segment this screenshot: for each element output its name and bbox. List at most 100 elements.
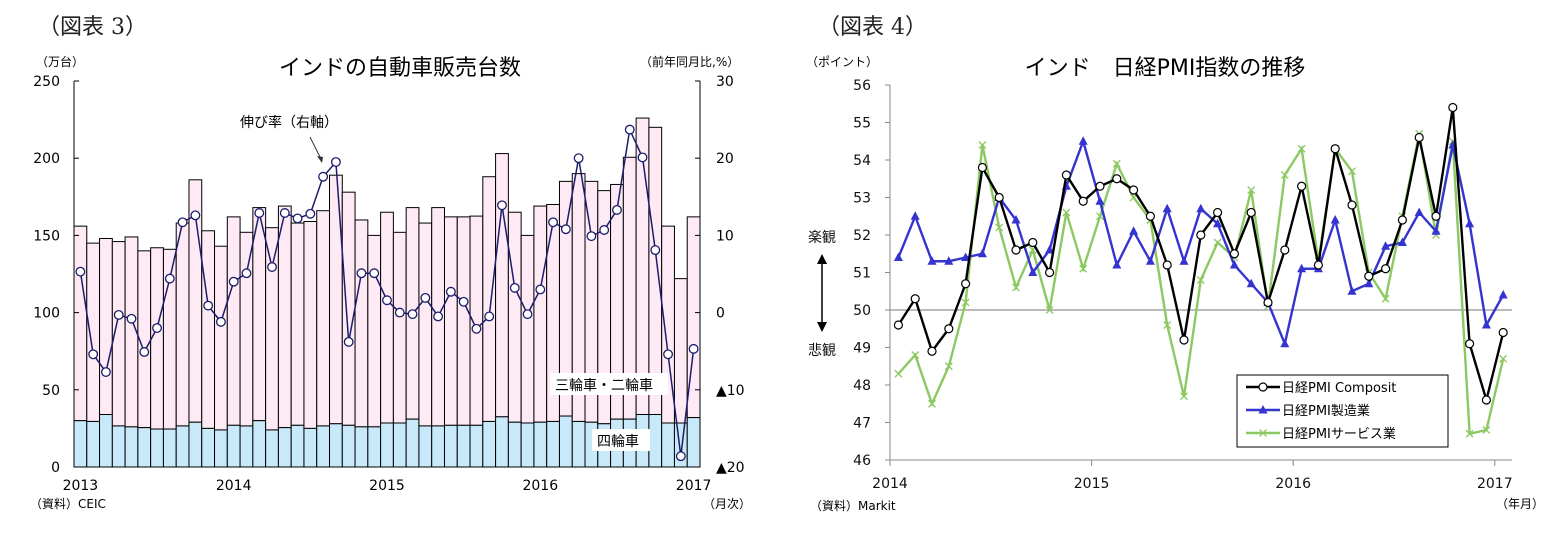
- arrow-head-icon: [317, 156, 323, 163]
- point-circle: [1011, 245, 1021, 255]
- growth-point: [164, 273, 175, 284]
- growth-line: [75, 124, 699, 462]
- legend-label: 日経PMI製造業: [1282, 403, 1370, 419]
- point-circle: [960, 279, 971, 289]
- legend: 日経PMI Composit 日経PMI製造業 日経PMIサービス業: [1236, 374, 1449, 448]
- bar-four-wheeler: [533, 421, 548, 468]
- point-triangle: [910, 211, 920, 220]
- point-circle: [1028, 237, 1038, 248]
- bar-four-wheeler: [214, 429, 228, 468]
- bar-two-three-wheeler: [673, 278, 688, 424]
- point-x: [1163, 321, 1172, 329]
- point-circle: [1229, 249, 1240, 259]
- point-triangle: [1414, 207, 1424, 216]
- point-x: [1045, 306, 1054, 314]
- growth-point: [624, 124, 635, 135]
- point-circle: [1296, 181, 1307, 191]
- point-circle: [977, 162, 988, 173]
- growth-point: [318, 171, 329, 182]
- tick-label: 49: [853, 341, 871, 357]
- bar-four-wheeler: [252, 420, 267, 468]
- point-triangle: [1498, 290, 1508, 299]
- bar-four-wheeler: [661, 422, 675, 468]
- point-circle: [1347, 200, 1357, 210]
- bar-four-wheeler: [686, 417, 701, 468]
- bar-four-wheeler: [226, 424, 241, 468]
- chart-title: インドの自動車販売台数: [279, 56, 521, 81]
- bar-two-three-wheeler: [150, 247, 164, 430]
- tick-label: 2014: [872, 476, 908, 492]
- point-triangle: [1347, 286, 1357, 295]
- right-axis-unit: （前年同月比,%）: [640, 54, 739, 69]
- bar-two-three-wheeler: [303, 221, 318, 429]
- tick-label: 50: [42, 383, 60, 399]
- growth-point: [75, 266, 86, 277]
- y-axis-unit: （ポイント）: [806, 55, 878, 69]
- point-circle: [1078, 196, 1088, 206]
- point-triangle: [944, 256, 954, 265]
- bar-four-wheeler: [354, 426, 369, 468]
- growth-point: [330, 157, 341, 168]
- chart-title: インド 日経PMI指数の推移: [1025, 56, 1306, 81]
- bar-four-wheeler: [137, 427, 152, 468]
- tick-label: 200: [33, 151, 60, 167]
- bar-four-wheeler: [648, 414, 663, 468]
- bar-four-wheeler: [150, 428, 164, 468]
- growth-point: [152, 323, 162, 333]
- series-lines: [893, 102, 1508, 438]
- point-circle: [1448, 102, 1458, 113]
- bar-four-wheeler: [546, 420, 560, 468]
- point-circle: [1061, 170, 1072, 180]
- growth-point: [675, 451, 686, 462]
- point-circle: [927, 346, 937, 356]
- point-x: [1112, 159, 1121, 168]
- bar-four-wheeler: [124, 426, 139, 468]
- bar-four-wheeler: [277, 427, 292, 468]
- growth-series-label: 伸び率（右軸）: [240, 114, 338, 131]
- point-circle: [1258, 382, 1268, 392]
- growth-point: [535, 284, 546, 295]
- growth-point: [292, 213, 303, 224]
- growth-point: [177, 217, 188, 228]
- growth-point: [139, 347, 150, 357]
- point-triangle: [1078, 136, 1088, 145]
- bar-two-three-wheeler: [341, 191, 356, 426]
- point-circle: [910, 294, 920, 304]
- chart-pmi: （図表 4） インド 日経PMI指数の推移 （ポイント） 56555453525…: [806, 15, 1544, 513]
- growth-point: [484, 311, 495, 322]
- point-triangle: [1280, 338, 1290, 348]
- point-triangle: [1112, 260, 1122, 269]
- point-x: [928, 399, 936, 408]
- point-circle: [1095, 181, 1105, 191]
- growth-point: [586, 231, 597, 242]
- bar-four-wheeler: [482, 420, 497, 468]
- bar-two-three-wheeler: [648, 126, 663, 416]
- point-triangle: [977, 248, 987, 258]
- growth-point: [203, 300, 214, 311]
- tick-label: 56: [853, 78, 871, 94]
- bar-two-three-wheeler: [533, 205, 548, 423]
- bar-four-wheeler: [507, 421, 522, 468]
- tick-label: 2016: [522, 478, 558, 494]
- bar-four-wheeler: [380, 422, 394, 468]
- growth-point: [279, 208, 290, 218]
- growth-point: [445, 286, 456, 297]
- point-circle: [1212, 207, 1223, 218]
- point-x: [1180, 392, 1188, 401]
- point-circle: [1414, 132, 1424, 143]
- x-tick-labels: 2014 2015 2016 2017: [872, 476, 1512, 492]
- point-x: [1259, 429, 1267, 437]
- axes: [885, 84, 1512, 466]
- point-triangle: [1145, 256, 1155, 265]
- bar-four-wheeler: [418, 425, 433, 468]
- point-circle: [1246, 207, 1256, 218]
- point-x: [1196, 276, 1205, 284]
- growth-point: [394, 307, 405, 318]
- point-circle: [1162, 260, 1172, 270]
- point-triangle: [1129, 226, 1139, 235]
- two-three-wheeler-label: 三輪車・二輪車: [555, 377, 653, 394]
- point-x: [1280, 171, 1289, 179]
- growth-point: [688, 343, 699, 354]
- growth-point: [100, 367, 111, 377]
- bar-two-three-wheeler: [329, 174, 343, 425]
